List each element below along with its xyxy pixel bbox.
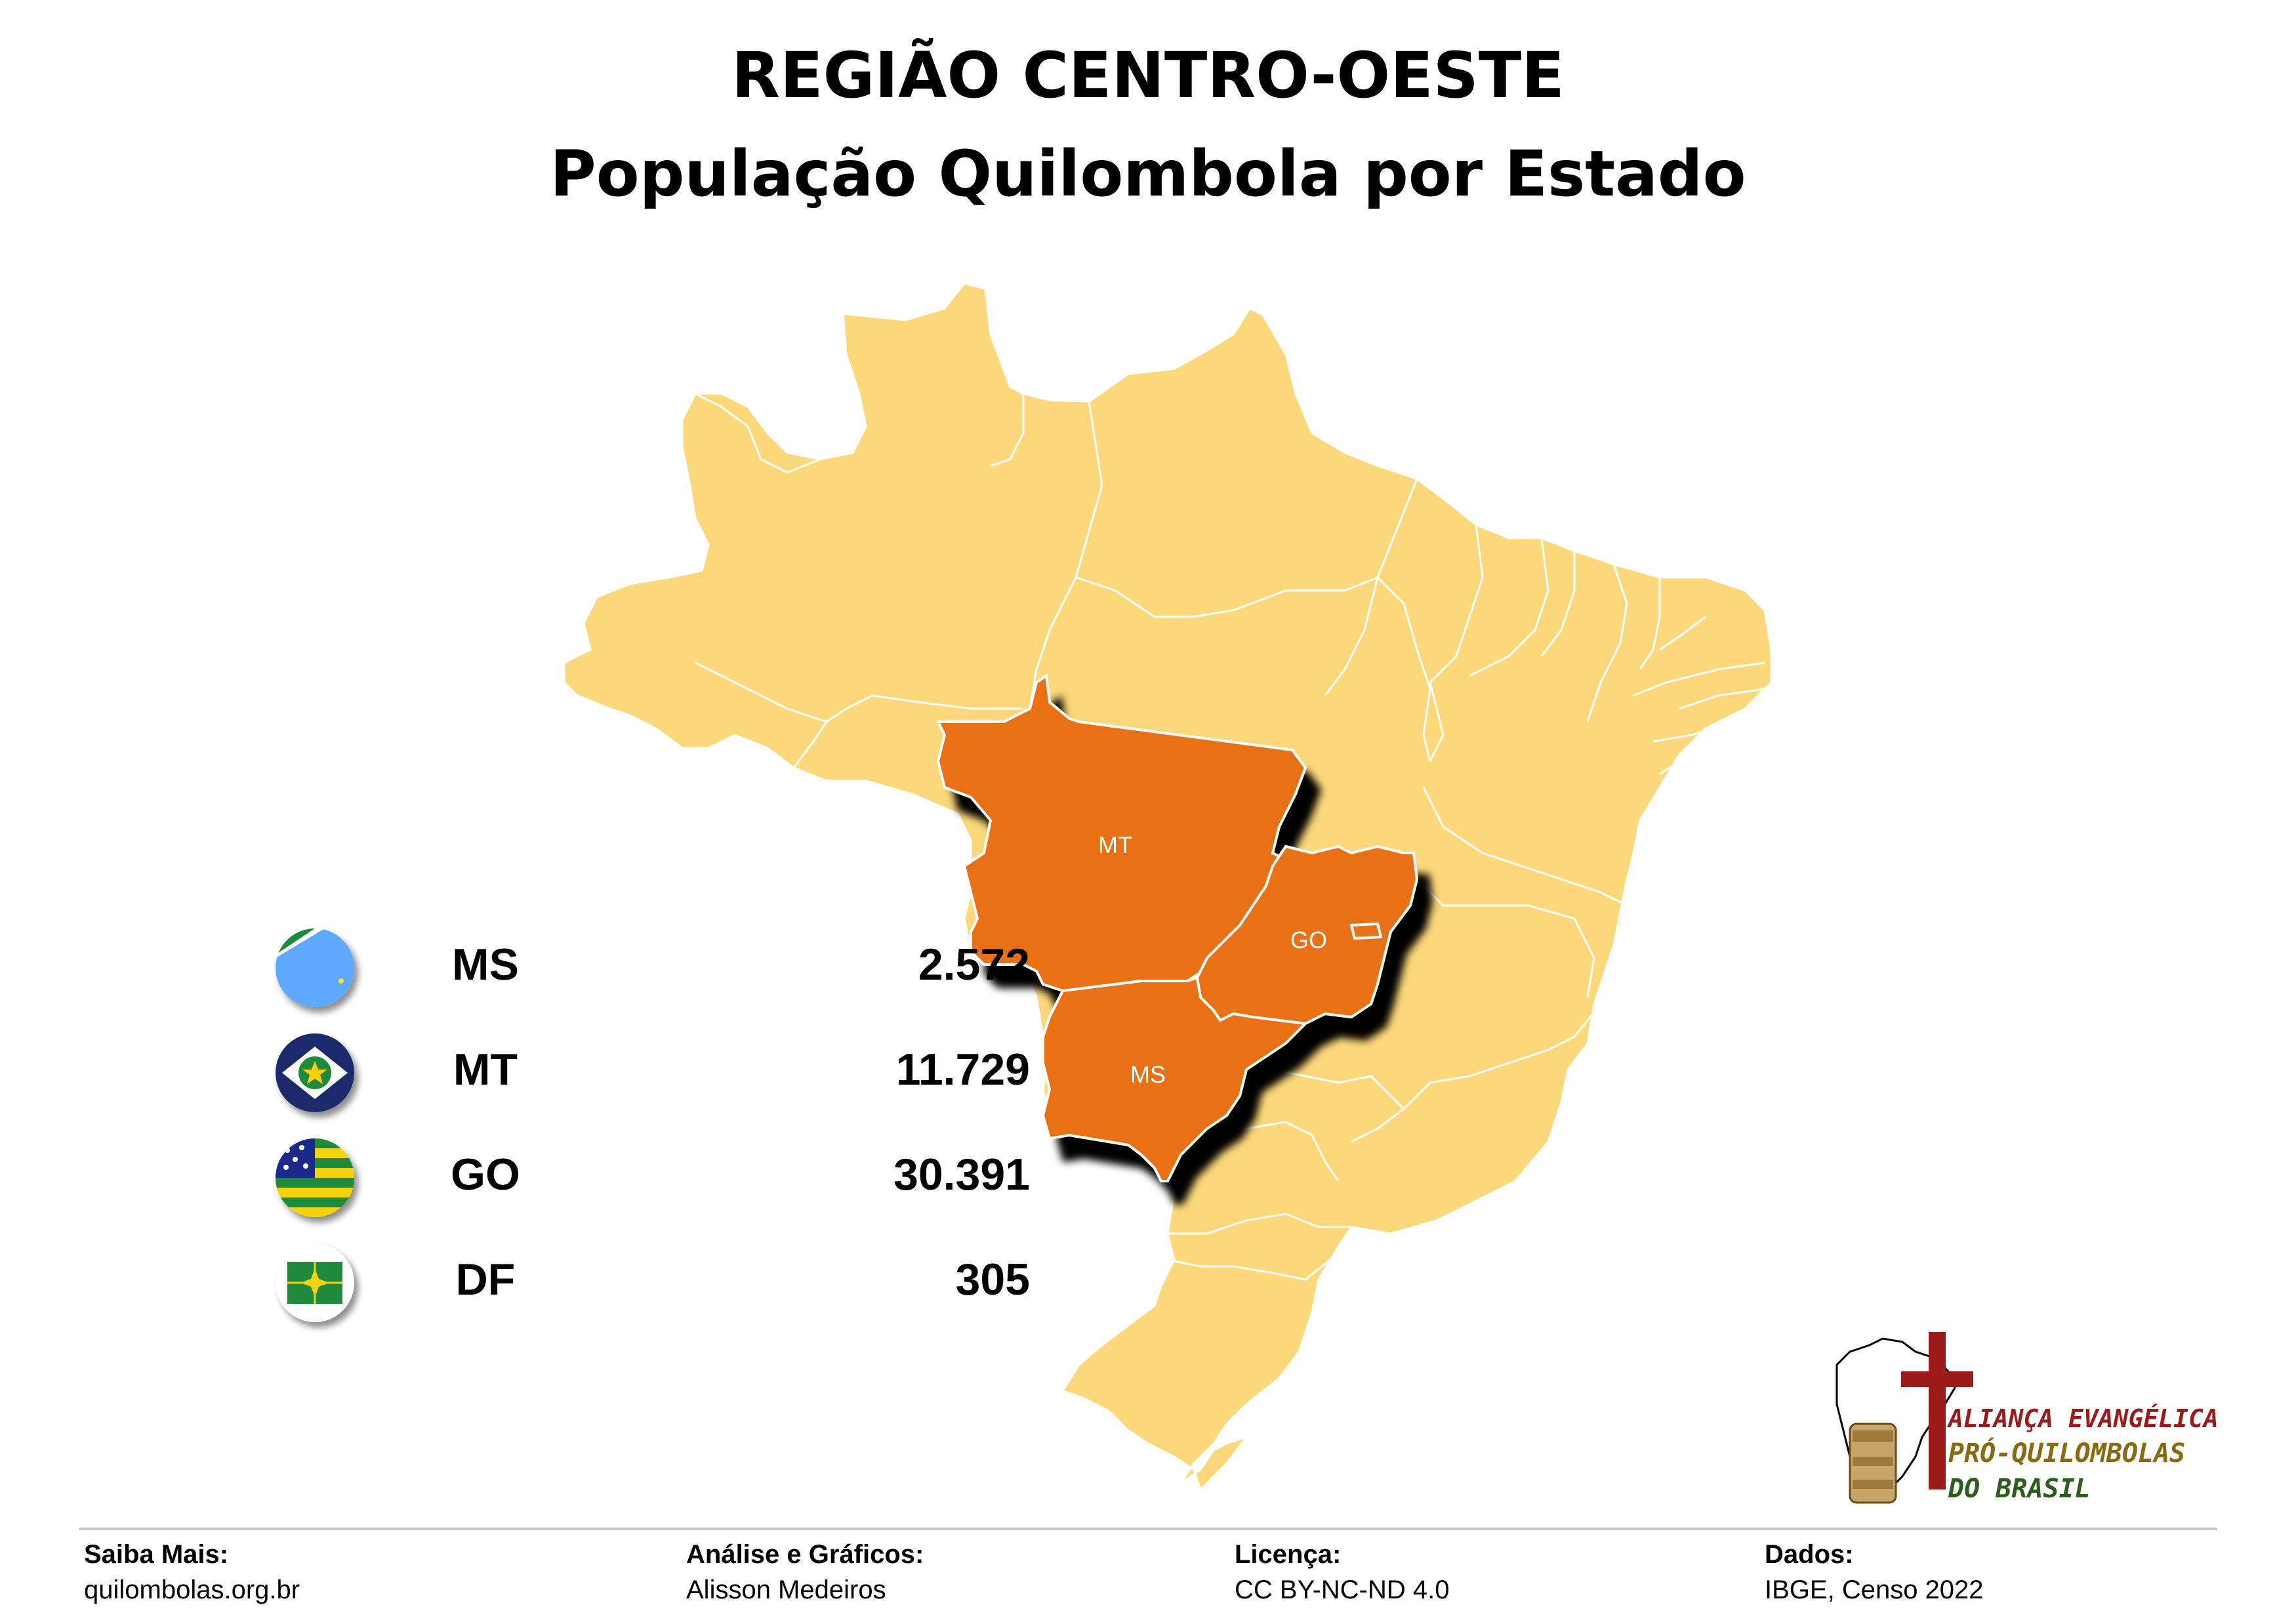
state-df[interactable] bbox=[1349, 922, 1383, 940]
footer-saiba-mais-link[interactable]: quilombolas.org.br bbox=[84, 1575, 300, 1604]
state-borders bbox=[695, 392, 1765, 1281]
logo-line-1: ALIANÇA EVANGÉLICA bbox=[1948, 1404, 2219, 1433]
footer-analise-label: Análise e Gráficos: bbox=[686, 1540, 924, 1569]
centro-oeste-states bbox=[935, 673, 1419, 1182]
footer-licenca: Licença: CC BY-NC-ND 4.0 bbox=[1235, 1537, 1449, 1608]
legend-value-go: 30.391 bbox=[893, 1150, 1030, 1199]
population-legend: MS 2.572 MT 11.729 bbox=[276, 915, 1030, 1335]
state-ms[interactable] bbox=[1041, 976, 1309, 1182]
map-label-go: GO bbox=[1290, 927, 1327, 953]
footer-analise: Análise e Gráficos: Alisson Medeiros bbox=[686, 1537, 924, 1608]
legend-code-df: DF bbox=[455, 1255, 516, 1304]
legend-value-mt: 11.729 bbox=[895, 1045, 1030, 1094]
footer-dados-label: Dados: bbox=[1765, 1540, 1854, 1569]
alianca-evangelica-logo: ALIANÇA EVANGÉLICA PRÓ-QUILOMBOLAS DO BR… bbox=[1824, 1325, 2230, 1522]
footer-dados: Dados: IBGE, Censo 2022 bbox=[1765, 1537, 1984, 1608]
state-go[interactable] bbox=[1195, 844, 1419, 1026]
map-label-ms: MS bbox=[1130, 1061, 1166, 1088]
page-subtitle: População Quilombola por Estado bbox=[550, 137, 1746, 211]
logo-graphic bbox=[1835, 1332, 1973, 1504]
footer-divider bbox=[79, 1528, 2217, 1530]
legend-code-mt: MT bbox=[453, 1045, 518, 1094]
legend-value-ms: 2.572 bbox=[918, 940, 1030, 989]
map-label-mt: MT bbox=[1098, 831, 1132, 858]
footer-dados-value: IBGE, Censo 2022 bbox=[1765, 1575, 1984, 1604]
legend-code-go: GO bbox=[451, 1150, 520, 1199]
title-block: REGIÃO CENTRO-OESTE População Quilombola… bbox=[0, 26, 2296, 223]
footer-saiba-mais: Saiba Mais: quilombolas.org.br bbox=[84, 1537, 300, 1608]
distrito-federal-flag-icon bbox=[276, 1243, 354, 1322]
logo-line-2: PRÓ-QUILOMBOLAS bbox=[1948, 1438, 2186, 1468]
legend-value-df: 305 bbox=[955, 1255, 1030, 1304]
logo-line-3: DO BRASIL bbox=[1948, 1474, 2091, 1504]
footer-saiba-mais-label: Saiba Mais: bbox=[84, 1540, 229, 1569]
legend-row-ms: MS 2.572 bbox=[276, 915, 1030, 1020]
mato-grosso-flag-icon bbox=[276, 1033, 354, 1112]
legend-code-ms: MS bbox=[452, 940, 519, 989]
footer-licenca-value: CC BY-NC-ND 4.0 bbox=[1235, 1575, 1450, 1604]
footer-licenca-label: Licença: bbox=[1235, 1540, 1342, 1569]
legend-row-go: GO 30.391 bbox=[276, 1125, 1030, 1230]
page-title: REGIÃO CENTRO-OESTE bbox=[731, 39, 1565, 112]
mato-grosso-do-sul-flag-icon bbox=[276, 928, 354, 1007]
legend-row-df: DF 305 bbox=[276, 1230, 1030, 1335]
footer-analise-value: Alisson Medeiros bbox=[686, 1575, 886, 1604]
legend-row-mt: MT 11.729 bbox=[276, 1020, 1030, 1125]
goias-flag-icon bbox=[276, 1138, 354, 1217]
